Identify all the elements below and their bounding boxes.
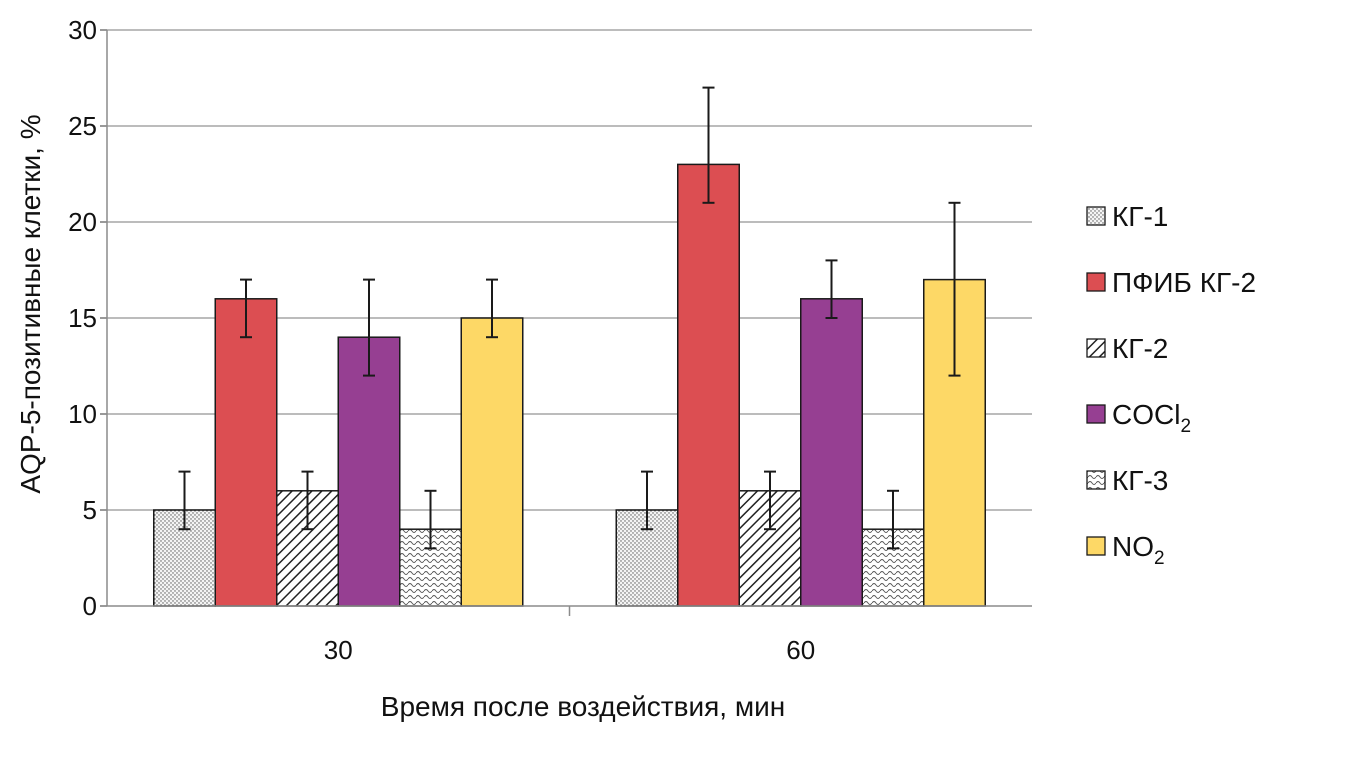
legend-label: ПФИБ КГ-2 [1112,267,1256,298]
bar [800,298,863,607]
legend-label: КГ-1 [1112,201,1168,232]
legend-label: COCl2 [1112,399,1191,437]
legend-swatch [1086,206,1106,226]
legend-swatch [1086,470,1106,490]
legend-swatch [1086,338,1106,358]
legend-label: КГ-2 [1112,333,1168,364]
legend-swatch [1086,536,1106,556]
bar [460,317,524,607]
y-axis-title: AQP-5-позитивные клетки, % [15,114,46,493]
x-axis-title: Время после воздействия, мин [381,691,785,722]
x-tick-label: 30 [324,635,353,665]
y-tick-label: 30 [68,15,97,45]
legend-label: КГ-3 [1112,465,1168,496]
y-tick-label: 10 [68,399,97,429]
legend-label: NO2 [1112,531,1165,569]
x-tick-label: 60 [786,635,815,665]
legend-swatch [1086,404,1106,424]
bar [214,298,278,607]
legend-swatch [1086,272,1106,292]
y-tick-label: 20 [68,207,97,237]
bar [677,163,740,607]
y-tick-label: 15 [68,303,97,333]
y-tick-label: 25 [68,111,97,141]
y-tick-label: 0 [83,591,97,621]
y-tick-label: 5 [83,495,97,525]
bar [337,336,401,607]
